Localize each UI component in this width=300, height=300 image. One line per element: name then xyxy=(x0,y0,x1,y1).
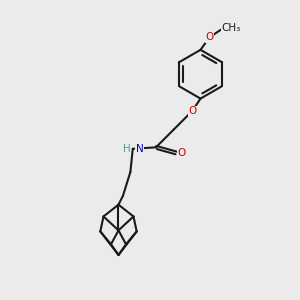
Text: O: O xyxy=(188,106,196,116)
Text: O: O xyxy=(205,32,214,42)
Text: CH₃: CH₃ xyxy=(221,23,241,33)
Text: N: N xyxy=(136,144,143,154)
Text: O: O xyxy=(177,148,186,158)
Text: H: H xyxy=(123,144,131,154)
